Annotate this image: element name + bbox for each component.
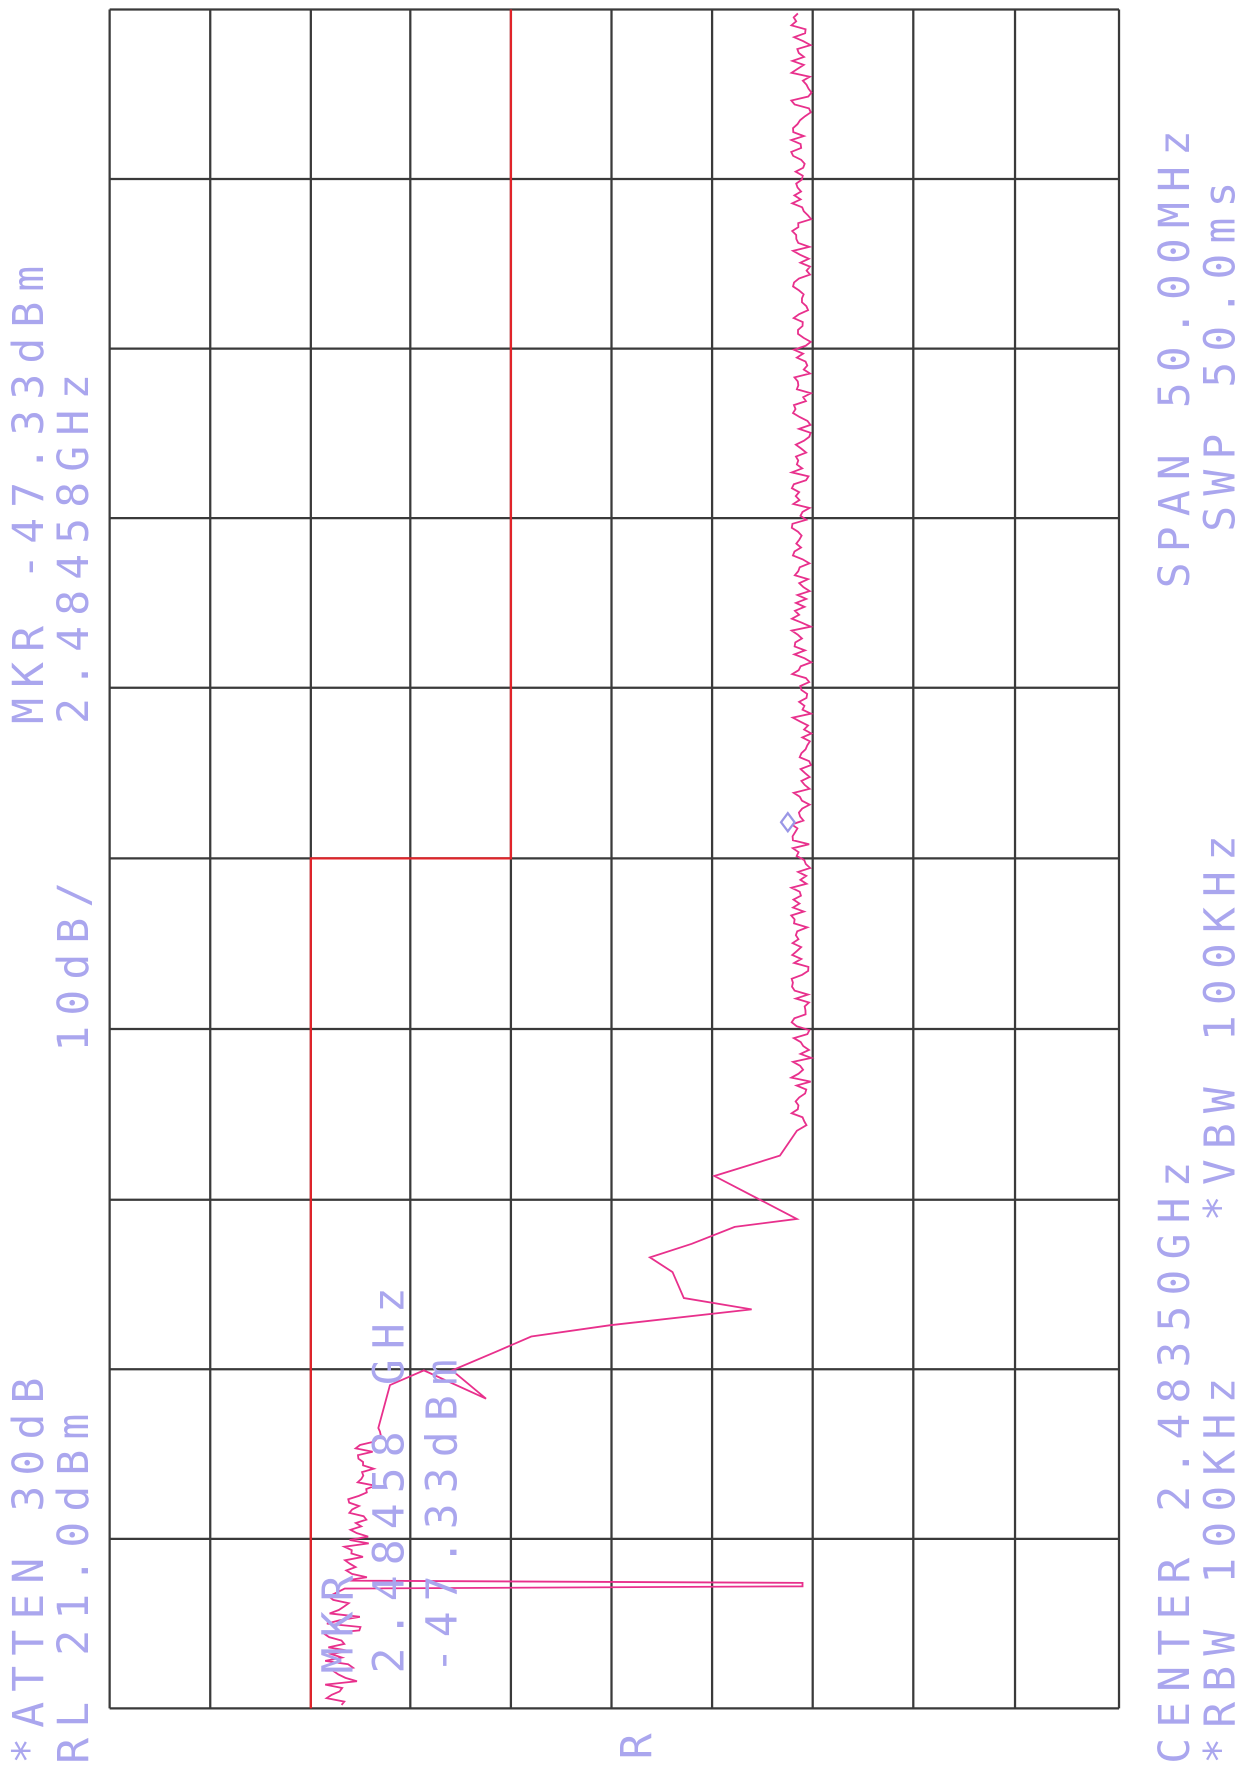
- marker-freq: 2.48458GHz: [49, 364, 99, 724]
- graticule: [108, 8, 1121, 1710]
- marker-readout-level: -47.33dBm: [418, 1349, 468, 1673]
- scale: 10dB/: [49, 872, 99, 1052]
- trace: [321, 12, 815, 1706]
- ref-level: RL 21.0dBm: [49, 1404, 99, 1764]
- vbw: *VBW 100KHz: [1195, 825, 1245, 1221]
- span: SPAN 50.00MHz: [1150, 120, 1200, 588]
- marker-readout-label: MKR: [314, 1565, 364, 1673]
- limit-line: [309, 9, 513, 1709]
- marker-level: MKR -47.33dBm: [4, 256, 54, 724]
- marker-diamond: [779, 811, 797, 834]
- center-freq: CENTER 2.48350GHz: [1150, 1151, 1200, 1763]
- atten: *ATTEN 30dB: [4, 1367, 54, 1763]
- marker-readout-freq: 2.48458 GHz: [365, 1277, 415, 1673]
- sweep: SWP 50.0ms: [1195, 171, 1245, 531]
- rbw: *RBW 100KHz: [1195, 1367, 1245, 1763]
- trace-label: R: [612, 1723, 662, 1759]
